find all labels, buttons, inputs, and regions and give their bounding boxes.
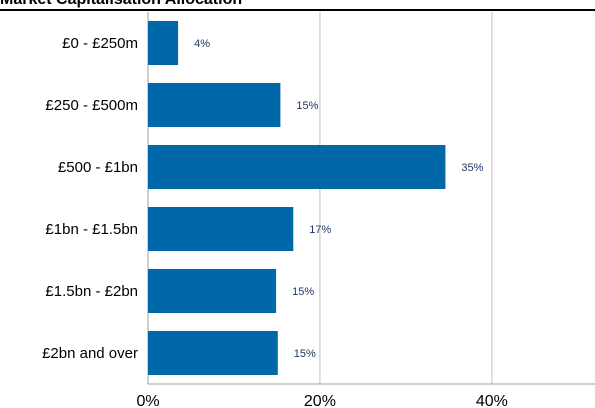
x-tick-label: 40% — [476, 393, 508, 408]
data-label: 35% — [461, 162, 483, 174]
category-label: £2bn and over — [42, 345, 138, 362]
category-label: £0 - £250m — [62, 35, 138, 52]
bar — [148, 269, 277, 313]
bars — [148, 21, 446, 375]
x-tick-label: 20% — [304, 393, 336, 408]
data-label: 15% — [292, 286, 314, 298]
labels: 0% 20% 40% £0 - £250m 4% £250 - £500m 15% £500 … — [42, 35, 508, 408]
bar — [148, 83, 281, 127]
bar — [148, 21, 179, 65]
gridlines — [147, 12, 595, 385]
data-label: 15% — [296, 100, 318, 112]
category-label: £1bn - £1.5bn — [45, 221, 138, 238]
x-tick-label: 0% — [136, 393, 159, 408]
data-label: 17% — [309, 224, 331, 236]
title-rule — [0, 9, 595, 11]
data-label: 4% — [194, 38, 210, 50]
data-label: 15% — [294, 348, 316, 360]
category-label: £500 - £1bn — [58, 159, 138, 176]
category-label: £250 - £500m — [45, 97, 138, 114]
category-label: £1.5bn - £2bn — [45, 283, 138, 300]
bar — [148, 145, 446, 189]
bar — [148, 207, 294, 251]
chart-title: Market Capitalisation Allocation — [0, 0, 595, 9]
bar — [148, 331, 278, 375]
